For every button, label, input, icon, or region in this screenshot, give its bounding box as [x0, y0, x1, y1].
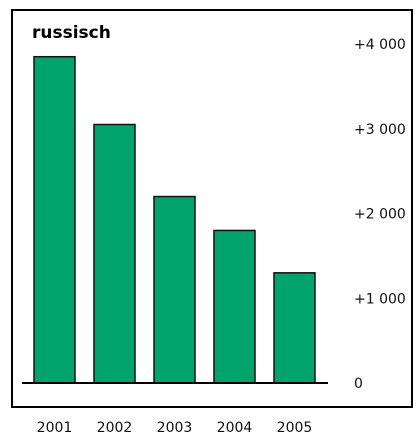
x-tick-label-2001: 2001 — [37, 420, 73, 436]
bar-2003 — [153, 195, 196, 384]
bar-2004 — [213, 229, 256, 384]
bar-2002 — [93, 123, 136, 384]
x-tick-label-2002: 2002 — [97, 420, 133, 436]
y-tick-label-2000: +2 000 — [354, 207, 406, 223]
x-tick-labels: 2001 2002 2003 2004 2005 — [37, 420, 313, 436]
y-tick-labels: 0 +1 000 +2 000 +3 000 +4 000 — [354, 37, 406, 392]
y-tick-label-3000: +3 000 — [354, 122, 406, 138]
bar-2001 — [33, 55, 76, 384]
y-tick-label-0: 0 — [354, 376, 363, 392]
x-tick-label-2005: 2005 — [277, 420, 313, 436]
x-tick-label-2004: 2004 — [217, 420, 253, 436]
chart-frame — [11, 9, 413, 408]
y-tick-label-1000: +1 000 — [354, 291, 406, 307]
bars-group — [33, 55, 316, 384]
chart-title: russisch — [32, 23, 111, 43]
y-tick-label-4000: +4 000 — [354, 37, 406, 53]
x-tick-label-2003: 2003 — [157, 420, 193, 436]
bar-2005 — [273, 272, 316, 384]
